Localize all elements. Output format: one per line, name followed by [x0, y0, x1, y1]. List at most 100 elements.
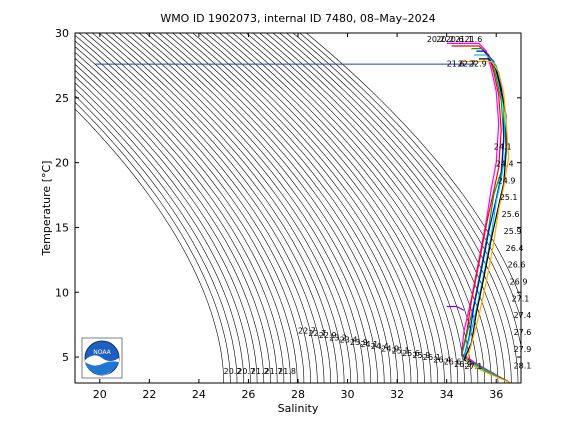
density-label-middle: 26.9 — [454, 360, 472, 369]
x-tick-label: 26 — [241, 388, 255, 401]
y-axis-label: Temperature [°C] — [40, 161, 53, 257]
noaa-logo: NOAA — [81, 337, 123, 379]
density-label-middle: 25.9 — [412, 351, 430, 360]
isopycnal-line — [138, 33, 372, 383]
svg-text:NOAA: NOAA — [93, 349, 111, 356]
isopycnal-line — [85, 33, 318, 383]
density-label-top2: 21.6 — [447, 60, 465, 69]
isopycnal-line — [75, 76, 258, 383]
isopycnal-line — [111, 33, 345, 383]
x-tick-label: 34 — [440, 388, 454, 401]
isopycnal-line — [75, 63, 271, 383]
isopycnal-line — [185, 33, 418, 383]
density-label-top: 20.2 — [436, 35, 454, 44]
density-label-bottom: 21.8 — [278, 367, 296, 376]
density-label-bottom: 21.7 — [265, 367, 283, 376]
y-tick-label: 30 — [55, 27, 69, 40]
isopycnal-line — [75, 101, 231, 383]
isopycnal-line — [75, 82, 251, 383]
profile-line — [461, 60, 512, 383]
isopycnal-line — [198, 33, 432, 383]
isopycnal-line — [165, 33, 398, 383]
density-label-right: 27.4 — [514, 311, 532, 320]
y-tick-label: 15 — [55, 221, 69, 234]
isopycnal-line — [98, 33, 331, 383]
density-label-top2: 22.7 — [458, 60, 476, 69]
density-label-top: 20.2 — [427, 35, 445, 44]
isopycnal-line — [78, 33, 311, 383]
density-label-right: 27.9 — [514, 345, 532, 354]
isopycnal-line — [75, 88, 244, 383]
isopycnal-line — [299, 33, 521, 320]
isopycnal-labels: 20.220.721.221.721.822.722.722.923.223.4… — [224, 35, 532, 376]
y-tick-label: 25 — [55, 92, 69, 105]
isopycnal-line — [132, 33, 365, 383]
isopycnal-line — [118, 33, 352, 383]
density-label-top: 21.1 — [455, 35, 473, 44]
density-label-middle: 26.1 — [423, 353, 441, 362]
x-tick-label: 24 — [192, 388, 206, 401]
density-label-right: 25.6 — [502, 210, 520, 219]
isopycnal-line — [75, 52, 285, 383]
profile-line — [463, 58, 509, 383]
isopycnal-line — [219, 33, 452, 383]
density-label-bottom: 20.2 — [224, 367, 242, 376]
density-label-right: 27.6 — [514, 328, 532, 337]
density-label-middle: 24.9 — [381, 344, 399, 353]
isopycnal-line — [145, 33, 378, 383]
density-label-top: 20.6 — [446, 35, 464, 44]
chart-title: WMO ID 1902073, internal ID 7480, 08–May… — [160, 12, 435, 25]
density-label-middle: 23.9 — [350, 338, 368, 347]
isopycnal-line — [178, 33, 412, 383]
y-tick-label: 5 — [62, 351, 69, 364]
profile-line — [463, 50, 507, 381]
isopycnal-line — [205, 33, 438, 383]
x-axis-label: Salinity — [278, 402, 319, 415]
isopycnal-line — [285, 33, 519, 383]
isopycnal-line — [292, 33, 521, 348]
density-label-bottom: 20.7 — [237, 367, 255, 376]
isopycnal-line — [75, 34, 305, 383]
isopycnal-line — [272, 33, 505, 383]
density-label-right: 26.6 — [508, 261, 526, 270]
isopycnal-line — [225, 33, 459, 383]
density-label-middle: 22.9 — [319, 331, 337, 340]
density-label-right: 25.9 — [504, 227, 522, 236]
density-label-middle: 23.2 — [329, 333, 347, 342]
density-label-right: 25.1 — [500, 193, 518, 202]
density-label-middle: 23.4 — [340, 336, 358, 345]
density-label-middle: 26.4 — [433, 355, 451, 364]
isopycnal-line — [158, 33, 392, 383]
isopycnal-line — [152, 33, 385, 383]
density-label-middle: 25.1 — [392, 347, 410, 356]
density-label-middle: 24.1 — [360, 340, 378, 349]
isopycnal-line — [75, 95, 238, 383]
density-label-right: 26.4 — [506, 244, 524, 253]
isopycnal-line — [305, 33, 521, 300]
isopycnal-line — [212, 33, 445, 383]
density-label-right: 24.9 — [498, 176, 516, 185]
isopycnal-line — [75, 46, 291, 383]
density-label-right: 24.1 — [494, 143, 512, 152]
isopycnal-line — [232, 33, 465, 383]
density-label-middle: 24.4 — [371, 342, 389, 351]
isopycnal-line — [172, 33, 405, 383]
isopycnal-line — [75, 108, 224, 383]
density-label-middle: 22.7 — [308, 329, 326, 338]
isopycnal-line — [91, 33, 325, 383]
density-label-right: 28.1 — [514, 362, 532, 371]
density-label-bottom: 21.2 — [251, 367, 269, 376]
x-tick-label: 36 — [489, 388, 503, 401]
profile-line — [446, 305, 465, 311]
isopycnal-line — [239, 33, 472, 383]
density-label-middle: 27.1 — [465, 362, 483, 371]
y-tick-label: 10 — [55, 286, 69, 299]
x-tick-label: 32 — [390, 388, 404, 401]
density-label-middle: 26.6 — [444, 358, 462, 367]
isopycnal-line — [75, 57, 278, 383]
isopycnal-line — [259, 33, 492, 383]
density-label-top2: 22.9 — [469, 60, 487, 69]
density-label-right: 26.9 — [510, 277, 528, 286]
axis-ticks: 20 22 24 26 28 30 32 34 36 5 10 15 20 25 30 — [55, 27, 521, 401]
